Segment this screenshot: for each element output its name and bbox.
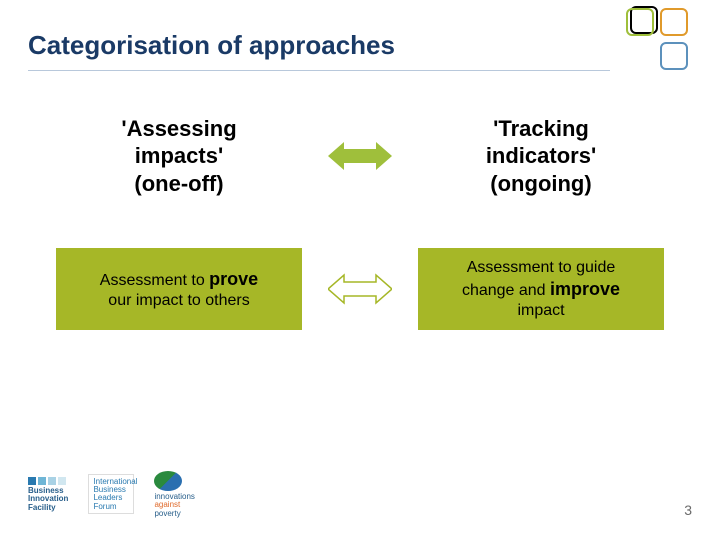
logo-line: Facility xyxy=(28,504,56,512)
box-line: 'Assessing xyxy=(121,115,236,143)
box-text: Assessment to prove xyxy=(100,268,258,291)
page-title: Categorisation of approaches xyxy=(28,30,395,61)
box-text: Assessment to guide xyxy=(467,258,616,278)
title-divider xyxy=(28,70,610,71)
row-2: Assessment to prove our impact to others… xyxy=(56,248,664,330)
box-tracking-indicators: 'Tracking indicators' (ongoing) xyxy=(418,108,664,204)
box-assessing-impacts: 'Assessing impacts' (one-off) xyxy=(56,108,302,204)
box-improve: Assessment to guide change and improve i… xyxy=(418,248,664,330)
square-tl-icon xyxy=(626,8,654,36)
box-line: (one-off) xyxy=(134,170,223,198)
box-line: 'Tracking xyxy=(493,115,589,143)
square-br-icon xyxy=(660,42,688,70)
text: change and xyxy=(462,282,550,299)
slide: Categorisation of approaches 'Assessing … xyxy=(0,0,720,540)
box-line: impacts' xyxy=(135,142,223,170)
corner-logo-group xyxy=(620,2,696,78)
double-arrow-icon xyxy=(328,271,392,307)
box-prove: Assessment to prove our impact to others xyxy=(56,248,302,330)
logo-mark-icon xyxy=(28,477,66,485)
row-1: 'Assessing impacts' (one-off) 'Tracking … xyxy=(56,108,664,204)
logo-iblf: International Business Leaders Forum xyxy=(88,474,134,514)
square-tr-icon xyxy=(660,8,688,36)
footer-logos: Business Innovation Facility Internation… xyxy=(28,471,195,518)
emph-text: improve xyxy=(550,279,620,299)
logo-bif: Business Innovation Facility xyxy=(28,477,68,512)
logo-line: Forum xyxy=(93,503,116,511)
text: Assessment to xyxy=(100,272,209,289)
page-number: 3 xyxy=(684,502,692,518)
emph-text: prove xyxy=(209,269,258,289)
double-arrow-icon xyxy=(328,138,392,174)
box-text: change and improve xyxy=(462,278,620,301)
box-text: our impact to others xyxy=(108,291,249,311)
box-line: (ongoing) xyxy=(490,170,591,198)
logo-iap: innovations against poverty xyxy=(154,471,194,518)
box-line: indicators' xyxy=(486,142,596,170)
logo-line: poverty xyxy=(154,510,180,518)
logo-swirl-icon xyxy=(154,471,182,491)
box-text: impact xyxy=(517,301,564,321)
